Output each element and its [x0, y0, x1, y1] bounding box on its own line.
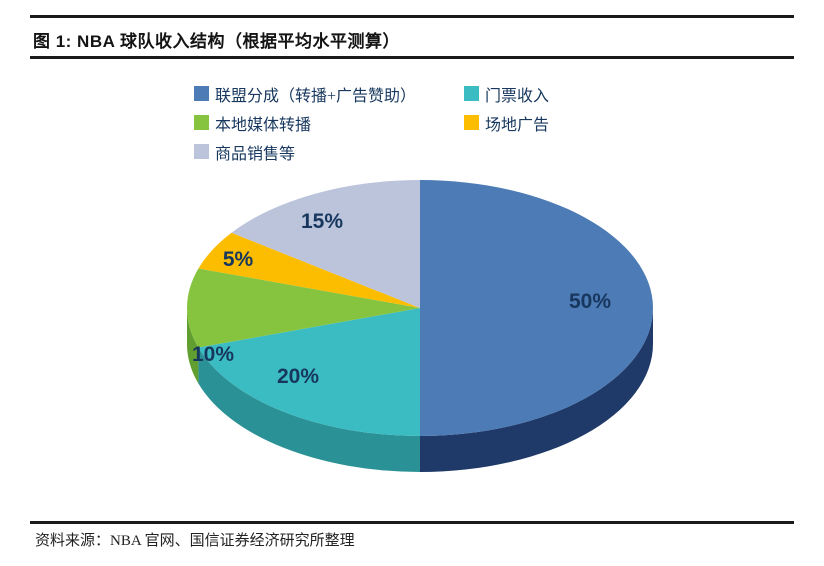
legend: 联盟分成（转播+广告赞助） 门票收入本地媒体转播 场地广告商品销售等: [194, 84, 550, 163]
legend-swatch-merchandise: [194, 144, 209, 159]
legend-swatch-ticket-revenue: [464, 86, 479, 101]
legend-swatch-league-share: [194, 86, 209, 101]
legend-item-merchandise: 商品销售等: [194, 142, 464, 163]
slice-label-venue-ads: 5%: [223, 248, 254, 271]
slice-label-local-media: 10%: [192, 343, 234, 366]
header-top-rule: [30, 15, 794, 18]
legend-label-merchandise: 商品销售等: [215, 145, 296, 163]
pie-slice-merchandise: [231, 180, 420, 308]
legend-swatch-local-media: [194, 115, 209, 130]
header-bottom-rule: [30, 56, 794, 59]
legend-swatch-venue-ads: [464, 115, 479, 130]
pie-slice-league-share: [420, 180, 653, 436]
pie-slice-ticket-revenue: [198, 308, 420, 436]
legend-item-venue-ads: 场地广告: [464, 113, 550, 134]
footer-rule: [30, 521, 794, 524]
figure-title: 图 1: NBA 球队收入结构（根据平均水平测算）: [33, 32, 400, 51]
slice-label-merchandise: 15%: [301, 210, 343, 233]
slice-label-league-share: 50%: [569, 290, 611, 313]
pie-slice-venue-ads: [198, 232, 420, 308]
legend-label-local-media: 本地媒体转播: [215, 116, 312, 134]
source-note: 资料来源：NBA 官网、国信证券经济研究所整理: [35, 533, 355, 549]
legend-item-local-media: 本地媒体转播: [194, 113, 464, 134]
legend-label-venue-ads: 场地广告: [485, 116, 550, 134]
legend-item-ticket-revenue: 门票收入: [464, 84, 550, 105]
slice-label-ticket-revenue: 20%: [277, 365, 319, 388]
legend-label-ticket-revenue: 门票收入: [485, 87, 550, 105]
pie-slice-local-media: [187, 268, 420, 348]
pie-slice-side-local-media: [187, 308, 199, 384]
legend-label-league-share: 联盟分成（转播+广告赞助）: [215, 87, 417, 105]
pie-slice-side-ticket-revenue: [198, 347, 420, 472]
legend-item-league-share: 联盟分成（转播+广告赞助）: [194, 84, 464, 105]
pie-slice-side-league-share: [420, 308, 653, 472]
